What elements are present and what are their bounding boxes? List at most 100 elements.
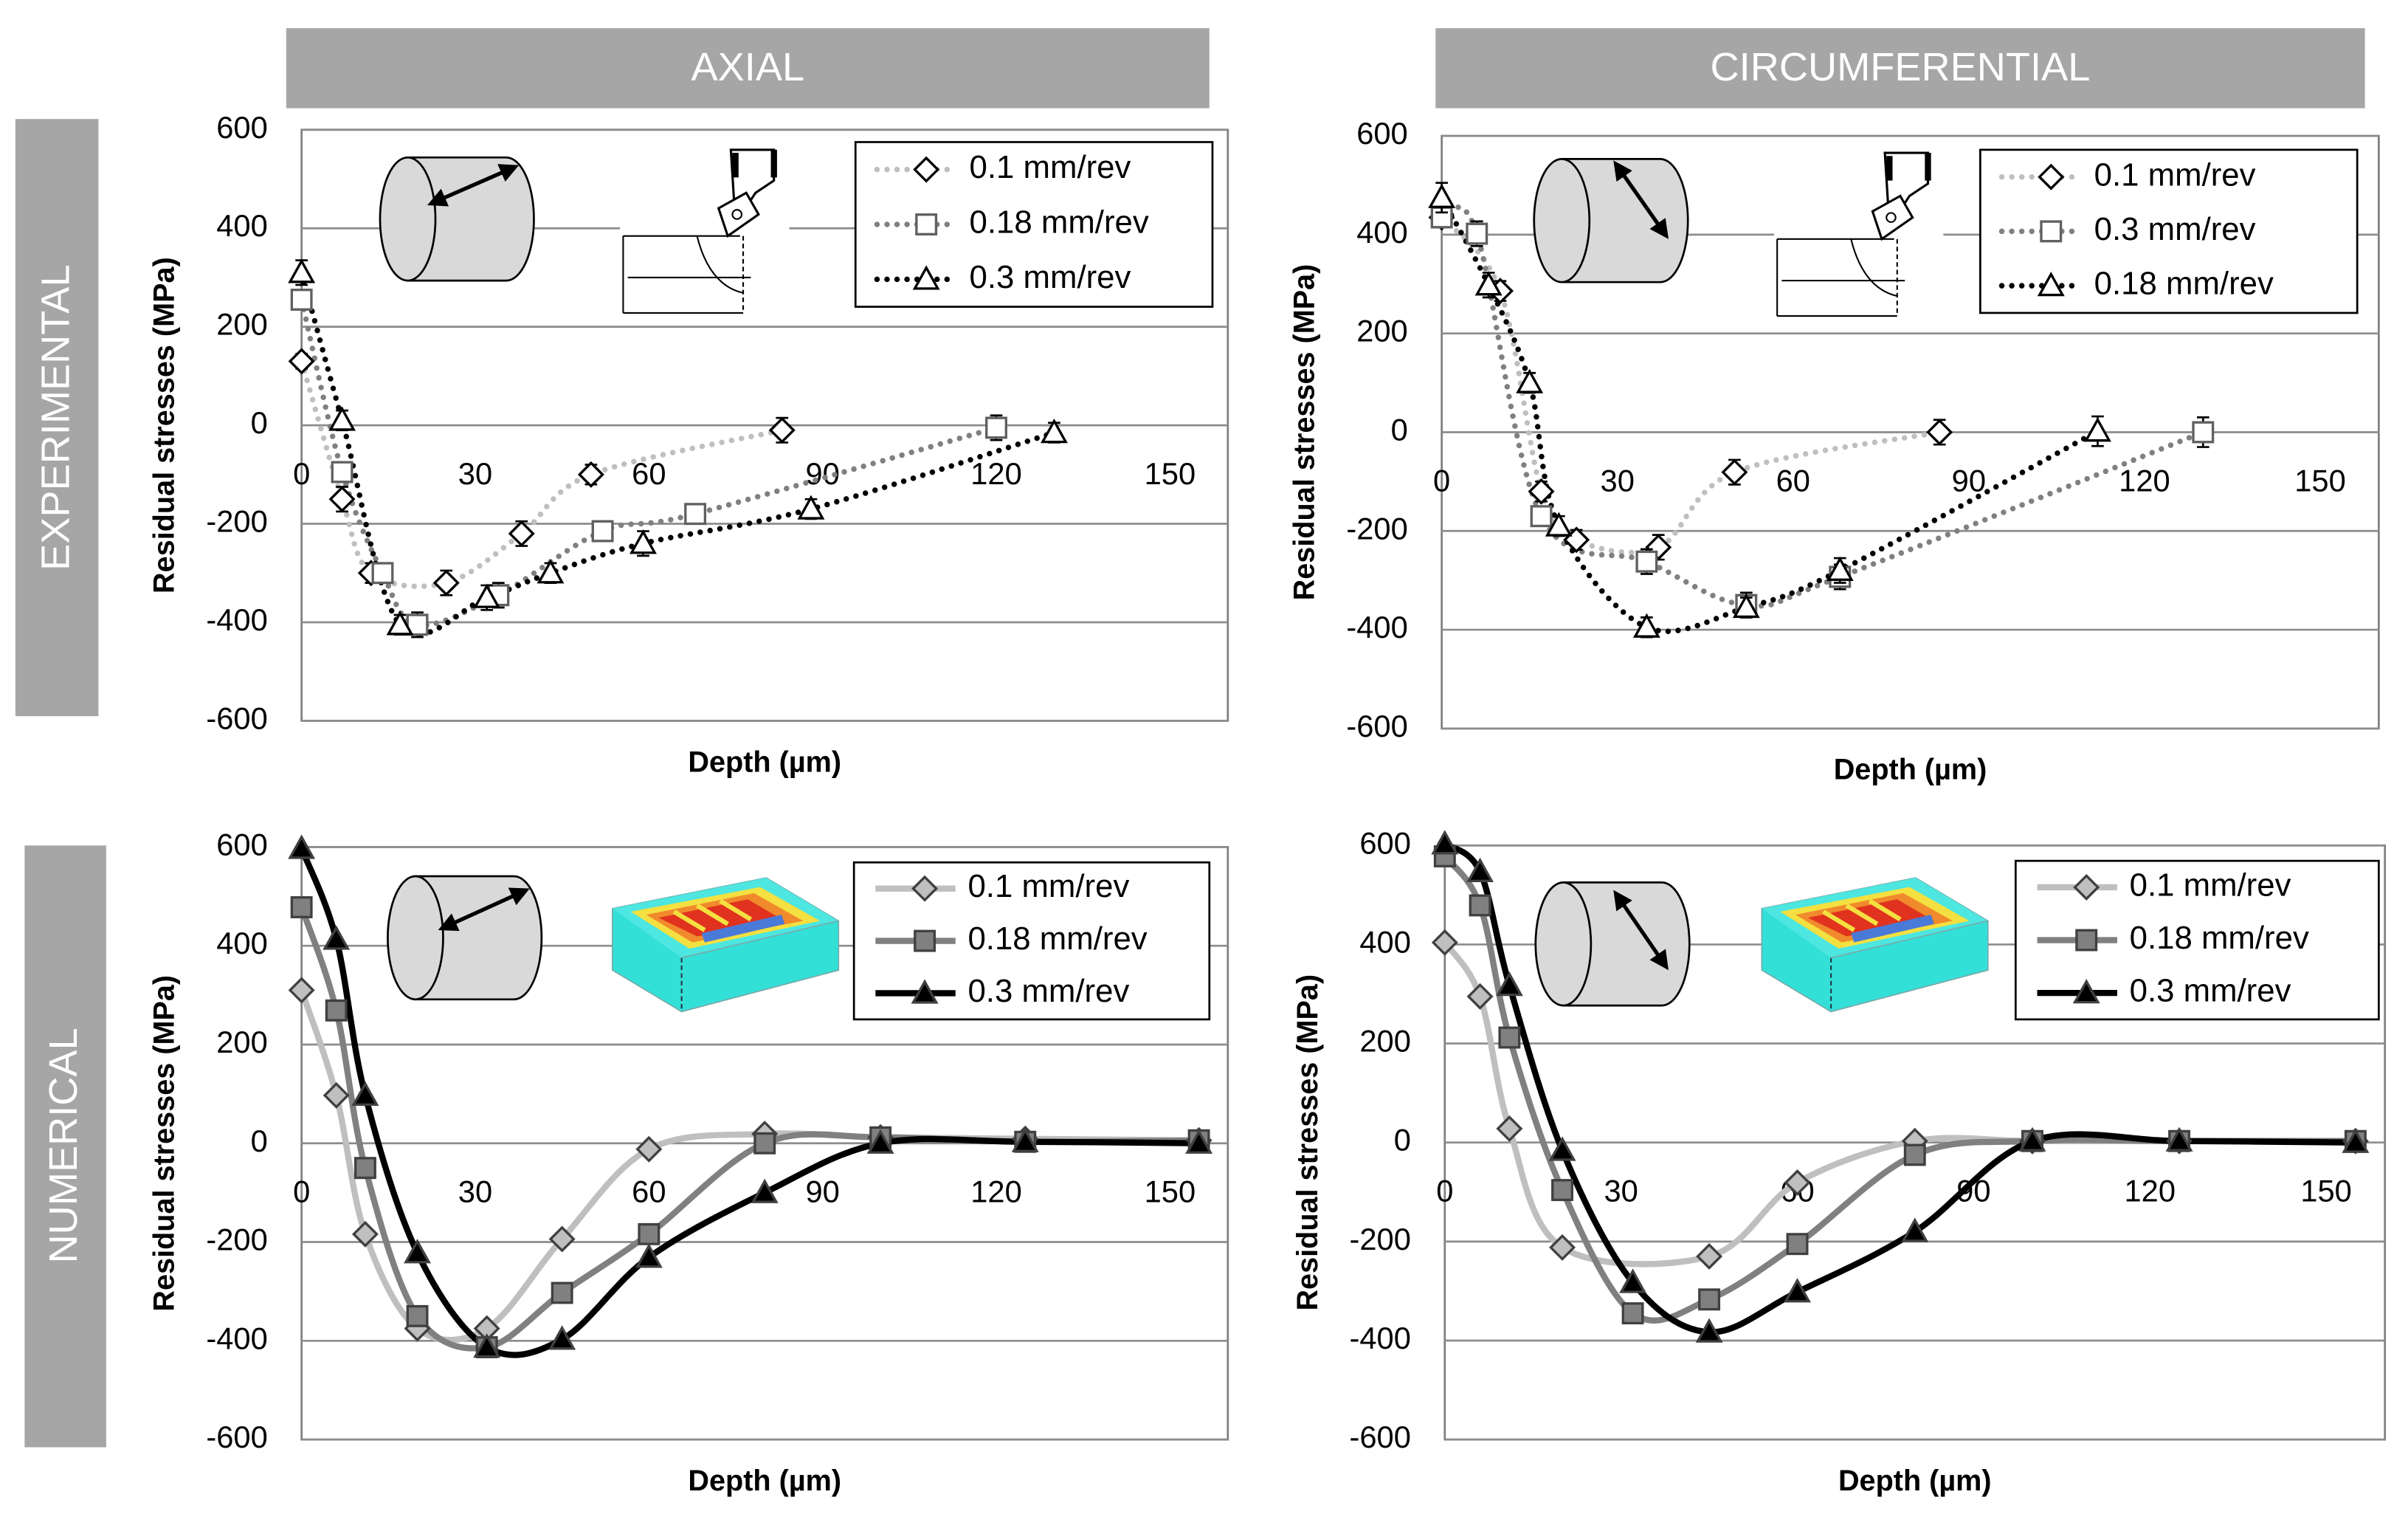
y-tick-label: 0 — [1394, 1123, 1411, 1157]
column-header: CIRCUMFERENTIAL — [1711, 45, 2091, 89]
marker — [508, 520, 535, 547]
x-tick-label: 120 — [970, 1174, 1022, 1209]
marker — [288, 977, 315, 1004]
series-line — [1438, 194, 2101, 634]
marker — [635, 1243, 663, 1268]
x-axis-label: Depth (µm) — [1834, 754, 1987, 786]
x-axis-label: Depth (µm) — [688, 746, 841, 778]
marker — [1466, 983, 1494, 1010]
marker — [1466, 857, 1494, 883]
y-tick-label: -400 — [1346, 610, 1407, 644]
marker — [1496, 1115, 1523, 1142]
x-tick-label: 30 — [1604, 1174, 1638, 1208]
marker — [2038, 163, 2065, 190]
y-axis-label: Residual stresses (MPa) — [148, 975, 181, 1312]
x-axis-label: Depth (µm) — [1838, 1465, 1992, 1497]
marker — [1635, 550, 1658, 573]
marker — [1428, 183, 1456, 208]
legend-label: 0.3 mm/rev — [2094, 211, 2256, 247]
column-header-box — [286, 28, 1210, 109]
marker — [911, 875, 939, 902]
marker — [328, 406, 356, 431]
y-tick-label: 400 — [1359, 924, 1411, 959]
marker — [1431, 929, 1458, 956]
legend-label: 0.18 mm/rev — [2094, 266, 2274, 302]
marker — [1621, 1302, 1644, 1325]
y-tick-label: 200 — [1359, 1024, 1411, 1059]
marker — [432, 569, 460, 596]
marker — [1786, 1233, 1809, 1256]
y-tick-label: 400 — [216, 926, 268, 960]
marker — [2083, 417, 2111, 442]
marker — [1695, 1318, 1723, 1343]
marker — [1498, 1026, 1521, 1049]
y-tick-label: 600 — [1356, 116, 1408, 151]
marker — [1784, 1169, 1811, 1197]
marker — [1721, 458, 1748, 486]
marker — [866, 1129, 894, 1154]
marker — [911, 979, 939, 1004]
marker — [288, 348, 315, 375]
x-tick-label: 0 — [1433, 463, 1450, 498]
legend-label: 0.18 mm/rev — [970, 204, 1149, 241]
marker — [328, 486, 356, 513]
marker — [1466, 222, 1488, 245]
marker — [551, 1282, 573, 1304]
y-tick-label: -400 — [206, 602, 267, 637]
marker — [635, 1135, 663, 1163]
marker — [1431, 830, 1459, 855]
x-tick-label: 150 — [2294, 463, 2346, 498]
marker — [2075, 929, 2098, 952]
marker — [1732, 593, 1760, 619]
legend-label: 0.1 mm/rev — [970, 149, 1131, 185]
marker — [638, 1222, 660, 1245]
y-tick-label: -200 — [206, 1222, 267, 1257]
marker — [2018, 1126, 2046, 1152]
row-header: NUMERICAL — [41, 1028, 86, 1263]
y-tick-label: -600 — [1346, 709, 1407, 743]
y-tick-label: -200 — [1349, 1222, 1410, 1256]
series-line — [298, 847, 1199, 1358]
marker — [406, 1304, 429, 1327]
marker — [1530, 505, 1553, 528]
marker — [351, 1081, 379, 1107]
y-tick-label: 0 — [251, 405, 268, 440]
illustrations — [379, 147, 1988, 1012]
row-header-box — [15, 119, 99, 717]
marker — [322, 1081, 350, 1109]
marker — [797, 495, 825, 520]
column-header: AXIAL — [691, 45, 804, 89]
legend-label: 0.18 mm/rev — [967, 921, 1147, 957]
marker — [751, 1178, 779, 1203]
marker — [768, 416, 796, 444]
marker — [548, 1225, 576, 1253]
marker — [912, 265, 940, 290]
legend-label: 0.1 mm/rev — [2094, 156, 2256, 193]
marker — [629, 529, 657, 554]
marker — [915, 213, 938, 235]
marker — [1528, 478, 1555, 505]
y-tick-label: 200 — [1356, 314, 1408, 348]
x-tick-label: 30 — [1601, 463, 1635, 498]
x-tick-label: 120 — [2124, 1174, 2176, 1208]
column-header-box — [1435, 28, 2365, 109]
marker — [1903, 1143, 1926, 1166]
marker — [1632, 613, 1660, 638]
marker — [1551, 1179, 1574, 1202]
marker — [288, 258, 316, 283]
x-tick-label: 150 — [2300, 1174, 2352, 1208]
y-tick-label: -400 — [1349, 1321, 1410, 1355]
marker — [985, 416, 1007, 439]
x-tick-label: 60 — [1776, 463, 1810, 498]
marker — [1474, 271, 1503, 296]
marker — [1826, 556, 1854, 581]
y-tick-label: -600 — [206, 1420, 267, 1454]
marker — [1516, 368, 1544, 393]
marker — [537, 559, 565, 584]
x-axis-label: Depth (µm) — [688, 1465, 841, 1497]
marker — [322, 925, 351, 950]
y-tick-label: 400 — [216, 208, 268, 243]
y-axis-label: Residual stresses (MPa) — [1288, 264, 1321, 601]
y-axis-label: Residual stresses (MPa) — [1291, 974, 1324, 1311]
